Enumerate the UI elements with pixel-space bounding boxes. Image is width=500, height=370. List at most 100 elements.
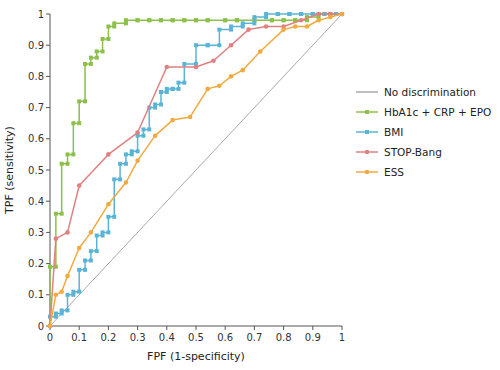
series-marker bbox=[235, 18, 239, 22]
legend-marker bbox=[365, 110, 369, 114]
legend-marker bbox=[365, 150, 370, 155]
x-tick bbox=[254, 326, 255, 330]
series-marker bbox=[112, 177, 116, 181]
series-marker bbox=[106, 152, 111, 157]
y-tick-label: 0.6 bbox=[28, 133, 44, 144]
series-marker bbox=[182, 18, 186, 22]
series-marker bbox=[316, 12, 321, 17]
series-marker bbox=[159, 18, 163, 22]
series-marker bbox=[147, 127, 151, 131]
series-marker bbox=[141, 134, 145, 138]
series-marker bbox=[83, 62, 87, 66]
series-marker bbox=[71, 121, 75, 125]
y-tick bbox=[46, 201, 50, 202]
series-marker bbox=[66, 162, 70, 166]
series-marker bbox=[211, 59, 216, 64]
series-marker bbox=[54, 236, 59, 241]
series-marker bbox=[293, 24, 298, 29]
series-marker bbox=[171, 87, 175, 91]
series bbox=[48, 12, 344, 328]
series-marker bbox=[60, 162, 64, 166]
x-tick-label: 0.1 bbox=[71, 332, 87, 343]
series-marker bbox=[54, 293, 59, 298]
series-marker bbox=[328, 15, 333, 20]
legend-label: BMI bbox=[384, 126, 403, 138]
series-marker bbox=[194, 18, 198, 22]
series-marker bbox=[229, 74, 234, 79]
series-marker bbox=[340, 12, 344, 16]
series-marker bbox=[223, 18, 227, 22]
x-axis-label: FPF (1-specificity) bbox=[147, 350, 245, 363]
series-marker bbox=[287, 12, 291, 16]
series-line bbox=[50, 14, 342, 326]
series-marker bbox=[106, 37, 110, 41]
series-marker bbox=[171, 18, 175, 22]
x-tick-label: 0.2 bbox=[100, 332, 116, 343]
y-tick-label: 0.9 bbox=[28, 40, 44, 51]
series-marker bbox=[71, 290, 75, 294]
series-marker bbox=[276, 12, 280, 16]
series-marker bbox=[118, 177, 122, 181]
series-marker bbox=[60, 212, 64, 216]
series-marker bbox=[159, 18, 163, 22]
series-marker bbox=[48, 265, 52, 269]
series-marker bbox=[206, 18, 210, 22]
series-marker bbox=[135, 130, 140, 135]
series-marker bbox=[176, 81, 180, 85]
series-marker bbox=[66, 308, 70, 312]
y-tick-label: 0.3 bbox=[28, 227, 44, 238]
legend-marker bbox=[365, 170, 370, 175]
series-marker bbox=[176, 87, 180, 91]
series-marker bbox=[95, 49, 99, 53]
series-marker bbox=[194, 65, 199, 70]
series-marker bbox=[106, 24, 110, 28]
series-marker bbox=[229, 43, 234, 48]
series-marker bbox=[182, 81, 186, 85]
series-marker bbox=[165, 87, 169, 91]
series-marker bbox=[299, 18, 304, 23]
y-tick bbox=[46, 138, 50, 139]
y-tick bbox=[46, 14, 50, 15]
series-marker bbox=[83, 99, 87, 103]
series-marker bbox=[77, 99, 81, 103]
legend-marker bbox=[365, 130, 369, 134]
series-marker bbox=[171, 18, 175, 22]
y-tick bbox=[46, 232, 50, 233]
series-marker bbox=[147, 18, 151, 22]
series-marker bbox=[305, 24, 310, 29]
y-tick bbox=[46, 170, 50, 171]
series-marker bbox=[182, 62, 186, 66]
y-tick-label: 0.7 bbox=[28, 102, 44, 113]
series-line bbox=[50, 14, 342, 326]
series-marker bbox=[282, 18, 286, 22]
series-marker bbox=[317, 12, 321, 16]
series-marker bbox=[270, 18, 274, 22]
x-tick bbox=[196, 326, 197, 330]
series-marker bbox=[159, 102, 163, 106]
series-marker bbox=[153, 102, 157, 106]
plot-area bbox=[48, 12, 345, 329]
series-marker bbox=[188, 115, 193, 120]
series-marker bbox=[182, 18, 186, 22]
series-marker bbox=[217, 83, 222, 88]
series-marker bbox=[106, 202, 111, 207]
series-marker bbox=[71, 152, 75, 156]
series-marker bbox=[124, 152, 128, 156]
series-marker bbox=[89, 230, 94, 235]
x-tick bbox=[283, 326, 284, 330]
x-tick-label: 0.7 bbox=[246, 332, 262, 343]
y-tick-label: 0.8 bbox=[28, 71, 44, 82]
series-marker bbox=[252, 15, 256, 19]
x-tick bbox=[79, 326, 80, 330]
series-marker bbox=[106, 230, 110, 234]
y-tick-label: 0.5 bbox=[28, 165, 44, 176]
series-marker bbox=[340, 12, 344, 16]
series-marker bbox=[258, 49, 263, 54]
series-marker bbox=[77, 290, 81, 294]
series-marker bbox=[48, 324, 52, 328]
series-marker bbox=[89, 258, 93, 262]
y-axis-label: TPF (sensitivity) bbox=[3, 126, 16, 215]
series-marker bbox=[112, 21, 116, 25]
series-line bbox=[50, 14, 342, 326]
series-marker bbox=[135, 158, 140, 163]
